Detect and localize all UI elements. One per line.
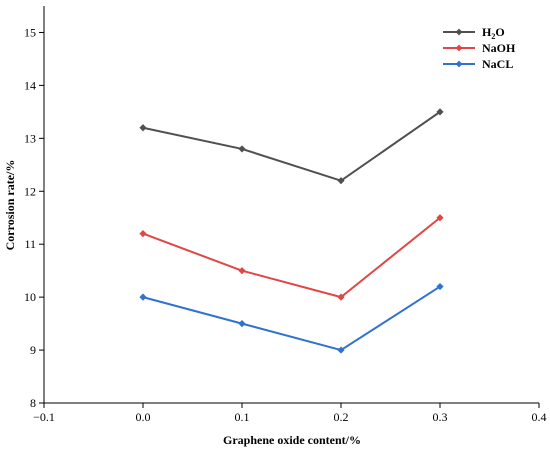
data-point-naoh bbox=[238, 267, 246, 275]
legend-label: NaCL bbox=[482, 57, 513, 71]
y-tick-label: 15 bbox=[24, 25, 36, 39]
series-naoh bbox=[139, 214, 444, 301]
legend-label: H2O bbox=[482, 25, 505, 41]
series-nacl bbox=[139, 282, 444, 354]
data-point-naoh bbox=[337, 293, 345, 301]
data-point-ho bbox=[337, 177, 345, 185]
data-point-ho bbox=[238, 145, 246, 153]
y-tick-label: 13 bbox=[24, 131, 36, 145]
x-axis-title: Graphene oxide content/% bbox=[223, 433, 361, 447]
data-point-ho bbox=[139, 124, 147, 132]
x-axis-ticks: −0.1 0.0 0.1 0.2 0.3 0.4 bbox=[33, 403, 547, 424]
x-tick-label: −0.1 bbox=[33, 410, 55, 424]
legend-swatch-marker bbox=[455, 28, 463, 36]
y-tick-label: 9 bbox=[30, 343, 36, 357]
data-point-ho bbox=[436, 108, 444, 116]
legend-label: NaOH bbox=[482, 41, 516, 55]
y-axis-ticks: 8 9 10 11 12 13 14 15 bbox=[24, 25, 44, 410]
y-tick-label: 10 bbox=[24, 290, 36, 304]
legend-swatch-marker bbox=[455, 60, 463, 68]
data-point-nacl bbox=[337, 346, 345, 354]
x-tick-label: 0.3 bbox=[433, 410, 448, 424]
data-point-nacl bbox=[139, 293, 147, 301]
legend-item-nacl: NaCL bbox=[443, 57, 513, 71]
axes bbox=[43, 6, 539, 404]
series-line-nacl bbox=[142, 285, 441, 352]
x-tick-label: 0.1 bbox=[235, 410, 250, 424]
series-ho bbox=[139, 108, 444, 185]
y-axis-title: Corrosion rate/% bbox=[3, 160, 17, 251]
x-tick-label: 0.2 bbox=[334, 410, 349, 424]
data-point-nacl bbox=[238, 320, 246, 328]
y-tick-label: 11 bbox=[24, 237, 36, 251]
data-point-naoh bbox=[436, 214, 444, 222]
legend-item-ho: H2O bbox=[443, 25, 505, 41]
y-tick-label: 12 bbox=[24, 184, 36, 198]
legend-item-naoh: NaOH bbox=[443, 41, 516, 55]
data-point-nacl bbox=[436, 282, 444, 291]
data-point-naoh bbox=[139, 230, 147, 238]
series-line-naoh bbox=[142, 216, 441, 299]
x-tick-label: 0.0 bbox=[136, 410, 151, 424]
x-tick-label: 0.4 bbox=[532, 410, 547, 424]
y-tick-label: 8 bbox=[30, 396, 36, 410]
y-tick-label: 14 bbox=[24, 78, 36, 92]
series-layer bbox=[139, 108, 444, 354]
series-line-ho bbox=[142, 111, 441, 182]
legend-swatch-marker bbox=[455, 44, 463, 52]
